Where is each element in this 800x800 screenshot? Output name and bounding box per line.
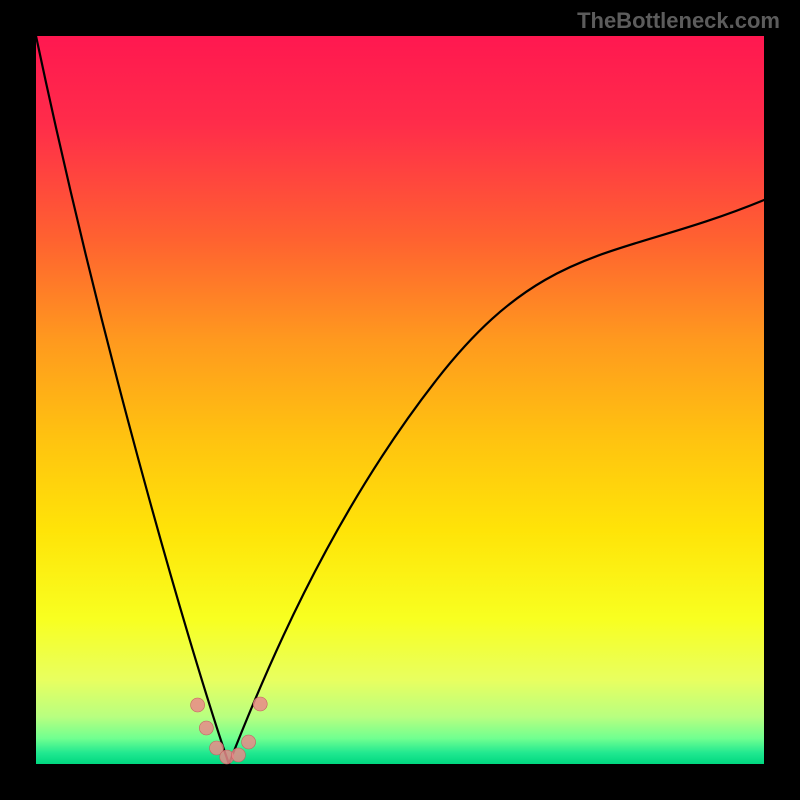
marker-point xyxy=(253,697,267,711)
marker-point xyxy=(199,721,213,735)
marker-point xyxy=(231,748,245,762)
marker-point xyxy=(191,698,205,712)
chart-container: TheBottleneck.com xyxy=(0,0,800,800)
watermark-text: TheBottleneck.com xyxy=(577,8,780,34)
marker-point xyxy=(242,735,256,749)
bottleneck-curve xyxy=(36,36,764,764)
chart-svg-overlay xyxy=(0,0,800,800)
